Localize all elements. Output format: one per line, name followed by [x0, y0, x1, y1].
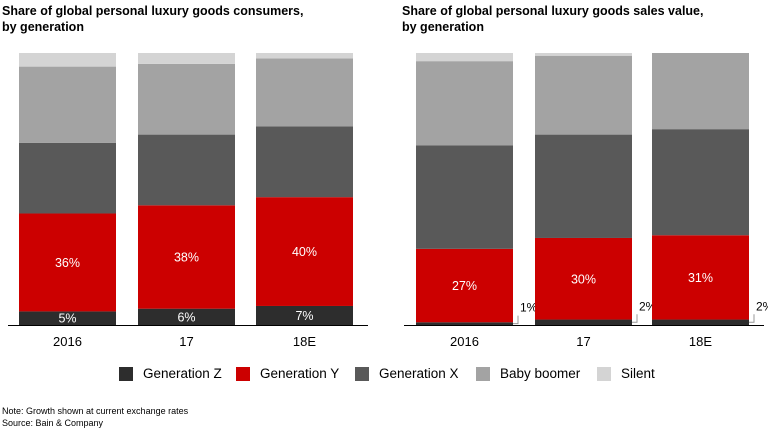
chart-2-tick-2016: 2016: [450, 334, 479, 349]
legend-label-baby-boomer: Baby boomer: [500, 366, 581, 381]
chart-2-tick-17: 17: [576, 334, 590, 349]
legend-swatch-silent: [597, 366, 611, 381]
chart-1-tick-17: 17: [179, 334, 193, 349]
legend: Generation Z Generation Y Generation X B…: [0, 366, 768, 386]
legend-swatch-generation-z: [119, 366, 133, 381]
legend-item-generation-z: Generation Z: [119, 366, 222, 381]
chart-2-bar-2016-generation-z: [416, 322, 513, 325]
chart-2-label-18e-generation-y: 31%: [688, 271, 713, 285]
right-chart-title: Share of global personal luxury goods sa…: [402, 4, 704, 34]
chart-2-bar-18e-generation-x: [652, 129, 749, 236]
legend-label-silent: Silent: [621, 366, 655, 381]
chart-2-bar-17-generation-y: [535, 237, 632, 320]
stacked-bar-charts: 5% 36% 2016 6% 38% 17 7% 40% 18E 1% 27% 2016 2% 30% 17…: [8, 53, 768, 349]
chart-2-bar-2016-baby-boomer: [416, 61, 513, 146]
chart-1-label-2016-generation-z: 5%: [58, 312, 76, 326]
chart-1-label-18e-generation-z: 7%: [295, 309, 313, 323]
chart-1-bar-18e-baby-boomer: [256, 58, 353, 127]
legend-label-generation-y: Generation Y: [260, 366, 340, 381]
chart-2-callout-line-17: [632, 314, 638, 323]
chart-2-bar-17-baby-boomer: [535, 55, 632, 135]
chart-2-tick-18e: 18E: [689, 334, 712, 349]
chart-2-bar-17-generation-x: [535, 134, 632, 238]
chart-1-bar-2016-generation-y: [19, 213, 116, 312]
chart-1-bar-2016-generation-x: [19, 142, 116, 214]
legend-swatch-generation-x: [355, 366, 369, 381]
chart-2-callout-line-2016: [513, 315, 519, 325]
chart-1-bar-2016-silent: [19, 53, 116, 67]
chart-1-bar-18e-generation-z: [256, 305, 353, 325]
chart-2-label-17-generation-y: 30%: [571, 272, 596, 286]
legend-item-silent: Silent: [597, 366, 655, 381]
chart-2-bar-2016-generation-x: [416, 145, 513, 249]
chart-1-tick-18e: 18E: [293, 334, 316, 349]
chart-2-bar-2016-silent: [416, 53, 513, 62]
chart-1-bar-17-generation-x: [138, 134, 235, 206]
chart-1-label-17-generation-z: 6%: [177, 310, 195, 324]
chart-2-label-2016-generation-z: 1%: [520, 301, 538, 315]
legend-item-generation-x: Generation X: [355, 366, 459, 381]
legend-swatch-generation-y: [236, 366, 250, 381]
chart-1-label-18e-generation-y: 40%: [292, 245, 317, 259]
legend-item-baby-boomer: Baby boomer: [476, 366, 580, 381]
legend-item-generation-y: Generation Y: [236, 366, 339, 381]
chart-1-bar-18e-silent: [256, 53, 353, 59]
chart-1-label-2016-generation-y: 36%: [55, 256, 80, 270]
source-text: Source: Bain & Company: [2, 418, 104, 428]
chart-2-bar-18e-generation-z: [652, 319, 749, 325]
chart-1-bar-2016-baby-boomer: [19, 66, 116, 143]
chart-2-bar-18e-baby-boomer: [652, 53, 749, 130]
chart-1-bar-18e-generation-y: [256, 197, 353, 306]
legend-swatch-baby-boomer: [476, 366, 490, 381]
chart-2-bar-18e-generation-y: [652, 235, 749, 320]
chart-1-label-17-generation-y: 38%: [174, 251, 199, 265]
chart-2-bar-17-generation-z: [535, 319, 632, 325]
chart-2-label-18e-generation-z: 2%: [756, 299, 768, 313]
legend-label-generation-z: Generation Z: [143, 366, 222, 381]
chart-2-bar-2016-generation-y: [416, 248, 513, 323]
chart-2-label-2016-generation-y: 27%: [452, 279, 477, 293]
chart-1-bar-2016-generation-z: [19, 311, 116, 325]
chart-1-bar-18e-generation-x: [256, 126, 353, 198]
chart-1-bar-17-baby-boomer: [138, 63, 235, 135]
chart-1-bar-17-generation-y: [138, 205, 235, 309]
legend-label-generation-x: Generation X: [379, 366, 459, 381]
chart-2-callout-line-18e: [749, 314, 755, 323]
chart-1-tick-2016: 2016: [53, 334, 82, 349]
note-text: Note: Growth shown at current exchange r…: [2, 406, 189, 416]
left-chart-title: Share of global personal luxury goods co…: [2, 4, 304, 34]
footnotes: Note: Growth shown at current exchange r…: [2, 405, 188, 429]
chart-1-bar-17-generation-z: [138, 308, 235, 325]
chart-1-bar-17-silent: [138, 53, 235, 64]
chart-2-bar-17-silent: [535, 53, 632, 56]
